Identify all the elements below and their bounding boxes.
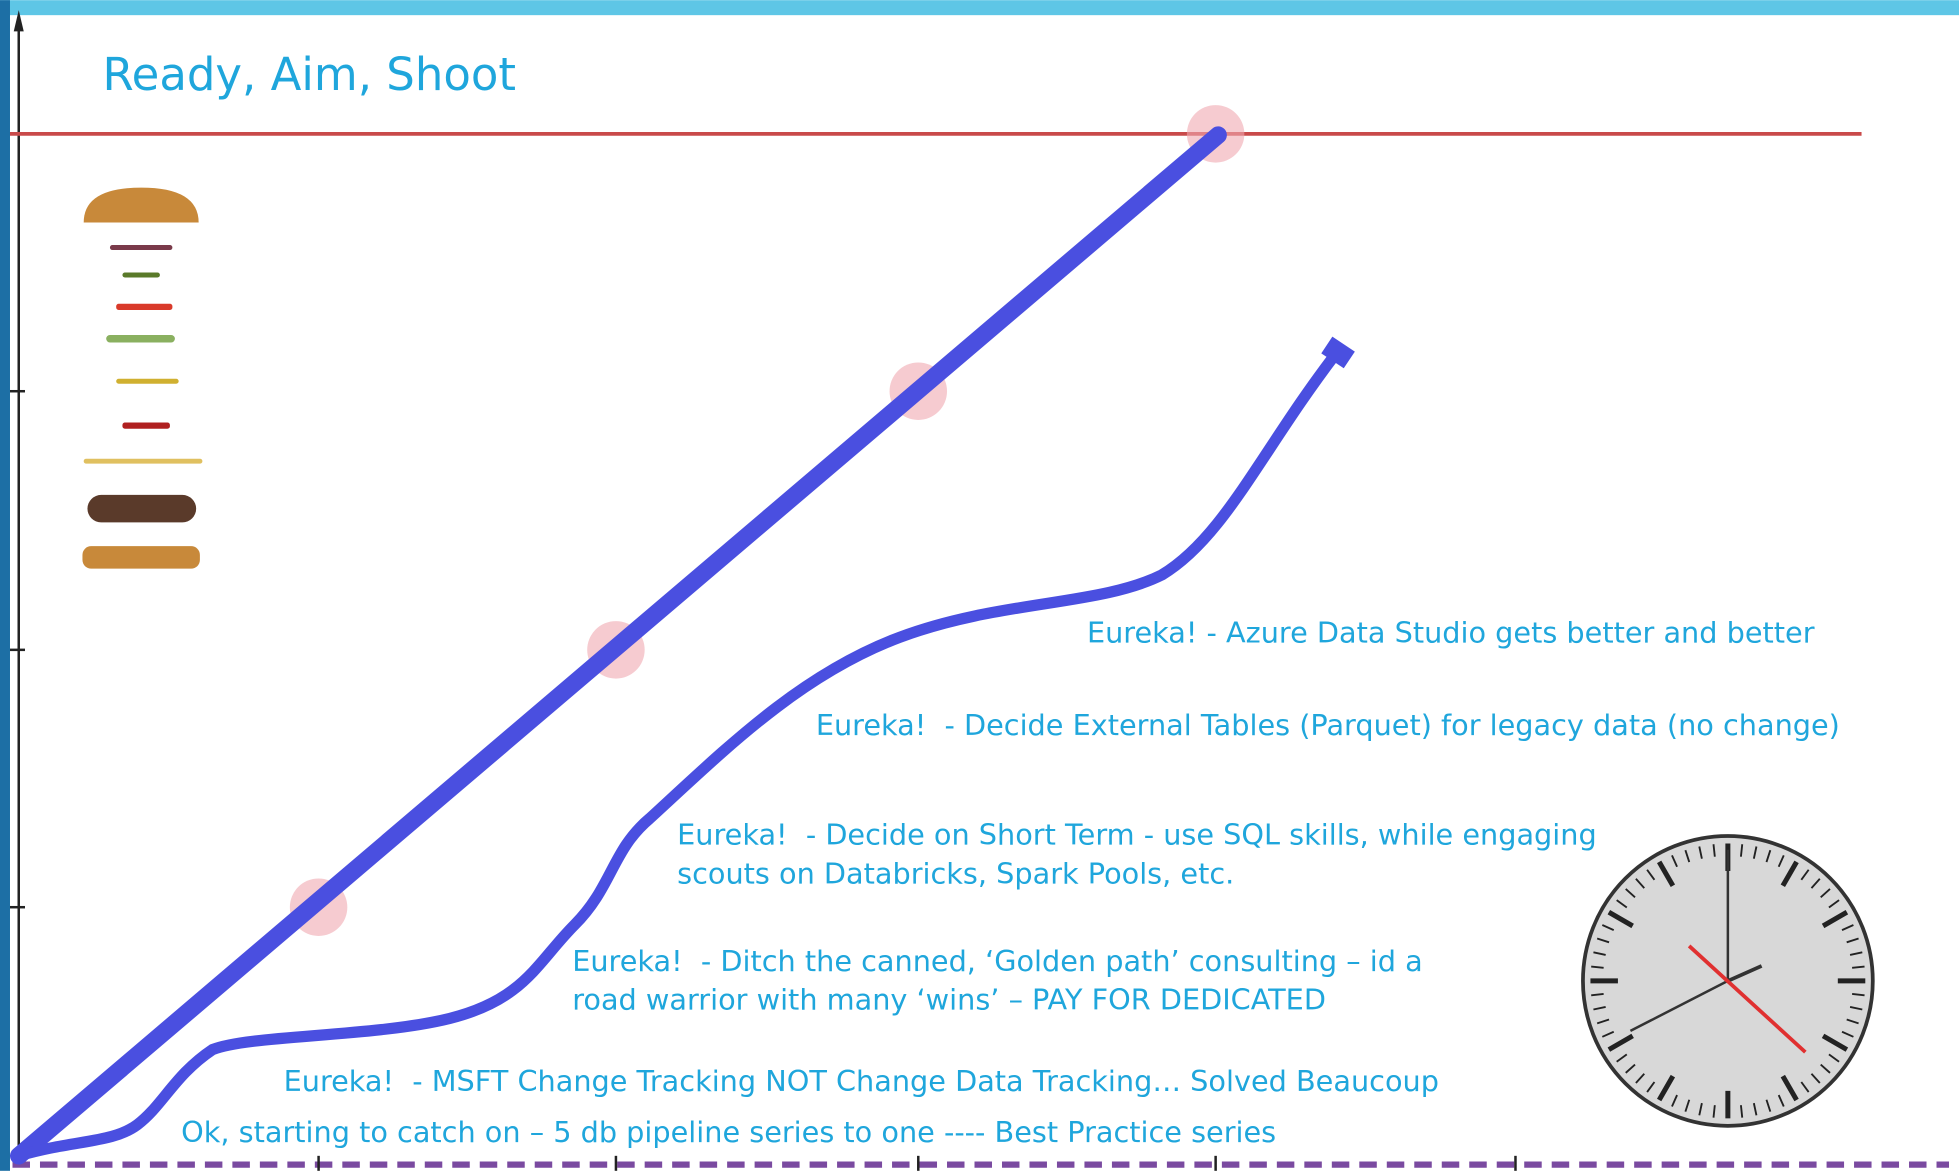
clock-tick	[1671, 1094, 1678, 1107]
clock-tick	[1596, 1018, 1610, 1025]
clock-tick	[1646, 869, 1656, 881]
burger-icon	[82, 187, 203, 569]
clock-tick	[1810, 1073, 1821, 1084]
clock-tick	[1852, 965, 1865, 969]
clock-tick	[1849, 951, 1863, 956]
axis-arrow	[13, 10, 24, 32]
title: Ready, Aim, Shoot	[102, 48, 516, 101]
clock-tick	[1593, 951, 1606, 956]
clock-tick	[1780, 1074, 1799, 1102]
clock-tick	[1777, 1094, 1785, 1107]
clock-tick	[1656, 1074, 1676, 1102]
clock-tick	[1601, 1030, 1615, 1038]
clock-tick	[1821, 910, 1849, 929]
clock-tick	[1739, 1105, 1744, 1118]
clock-tick	[1712, 844, 1716, 857]
clock-tick	[1591, 993, 1604, 997]
annotation: Eureka! - Decide on Short Term - use SQL…	[677, 818, 1597, 852]
clock-tick	[1846, 1018, 1859, 1025]
clock-tick	[1698, 1102, 1703, 1116]
clock-tick	[1765, 1099, 1772, 1112]
clock-tick	[1625, 1063, 1636, 1074]
clock-tick	[1820, 888, 1831, 899]
clock-tick	[1739, 844, 1744, 857]
annotation: Eureka! - MSFT Change Tracking NOT Chang…	[284, 1064, 1439, 1098]
clock-tick	[1828, 899, 1840, 909]
clock-tick	[1800, 869, 1810, 881]
clock-tick	[1800, 1081, 1810, 1093]
clock-tick	[1752, 1102, 1758, 1116]
clock-tick	[1852, 993, 1865, 997]
clock-tick	[1821, 1033, 1849, 1052]
clock-tick	[1646, 1081, 1656, 1093]
plan-line	[9, 126, 1227, 1165]
clock-tick	[1656, 860, 1676, 887]
annotation: Eureka! - Ditch the canned, ‘Golden path…	[572, 944, 1423, 978]
clock-tick	[1820, 1063, 1831, 1074]
clock-tick	[1765, 849, 1772, 863]
annotations: Eureka! - Azure Data Studio gets better …	[181, 615, 1840, 1149]
top-bar	[0, 0, 1959, 16]
clock-tick	[1607, 1033, 1634, 1052]
clock-tick	[1601, 924, 1615, 931]
annotation: Eureka! - Azure Data Studio gets better …	[1087, 615, 1815, 649]
left-bar	[0, 0, 10, 1171]
clock-tick	[1698, 846, 1703, 859]
clock-tick	[1616, 899, 1628, 909]
clock-tick	[1671, 854, 1678, 868]
clock-tick	[1684, 849, 1691, 863]
clock-tick	[1849, 1005, 1863, 1011]
clock-tick	[1780, 860, 1799, 887]
actual-line	[13, 346, 1343, 1162]
clock-tick	[1752, 846, 1758, 859]
annotation: Ok, starting to catch on – 5 db pipeline…	[181, 1115, 1276, 1149]
clock-tick	[1828, 1053, 1840, 1063]
clock-tick	[1841, 1030, 1854, 1038]
clock-tick	[1684, 1099, 1691, 1112]
clock-tick	[1712, 1105, 1716, 1118]
clock-tick	[1591, 965, 1604, 969]
annotation: road warrior with many ‘wins’ – PAY FOR …	[572, 983, 1326, 1017]
clock-icon	[1581, 834, 1875, 1128]
clock-tick	[1841, 924, 1854, 931]
clock-tick	[1635, 1073, 1645, 1084]
clock-tick	[1635, 878, 1645, 889]
clock-tick	[1810, 878, 1821, 889]
actual-line-end	[1321, 336, 1355, 369]
clock-tick	[1625, 888, 1636, 899]
clock-tick	[1593, 1005, 1606, 1011]
annotation: Eureka! - Decide External Tables (Parque…	[816, 708, 1840, 742]
clock-tick	[1607, 910, 1634, 929]
clock-tick	[1846, 937, 1859, 944]
clock-tick	[1777, 854, 1785, 868]
axis-ticks	[9, 389, 1517, 1171]
clock-tick	[1596, 937, 1610, 944]
annotation: scouts on Databricks, Spark Pools, etc.	[677, 856, 1234, 890]
clock-tick	[1616, 1053, 1628, 1063]
